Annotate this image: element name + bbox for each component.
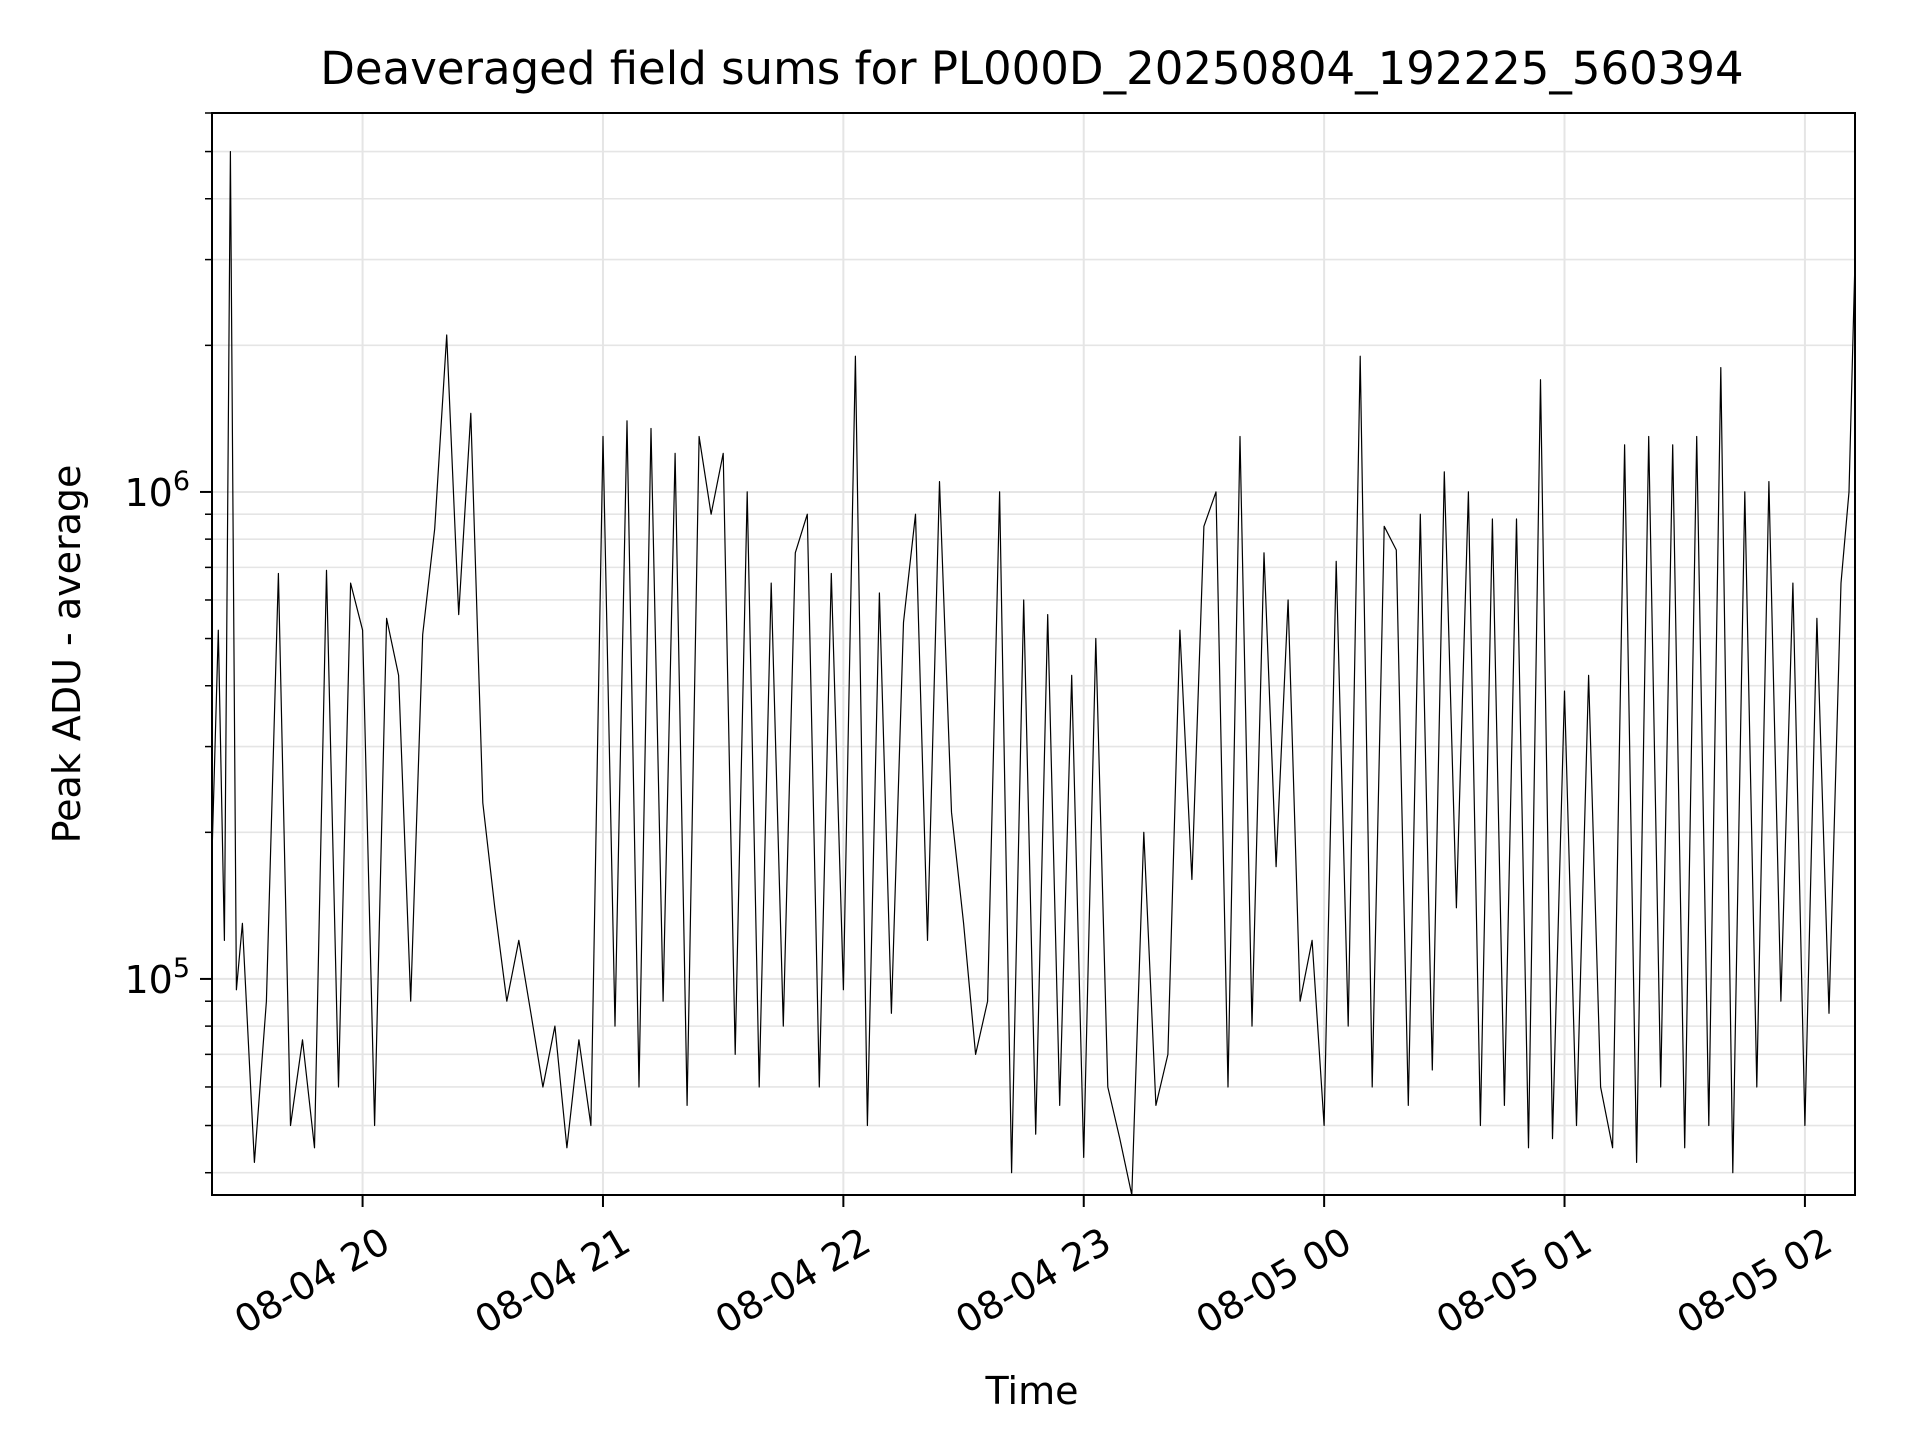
y-axis-label: Peak ADU - average xyxy=(45,465,89,844)
grid xyxy=(212,112,1855,1195)
y-tick-label: 105 xyxy=(124,953,190,1002)
y-tick-label: 106 xyxy=(124,466,190,515)
y-axis: 105 106 xyxy=(124,112,212,1174)
plot-frame xyxy=(211,112,1856,1196)
plot-series xyxy=(211,151,1856,1196)
chart-title: Deaveraged field sums for PL000D_2025080… xyxy=(320,42,1743,95)
x-axis-label: Time xyxy=(985,1369,1079,1413)
series-line xyxy=(211,151,1856,1196)
